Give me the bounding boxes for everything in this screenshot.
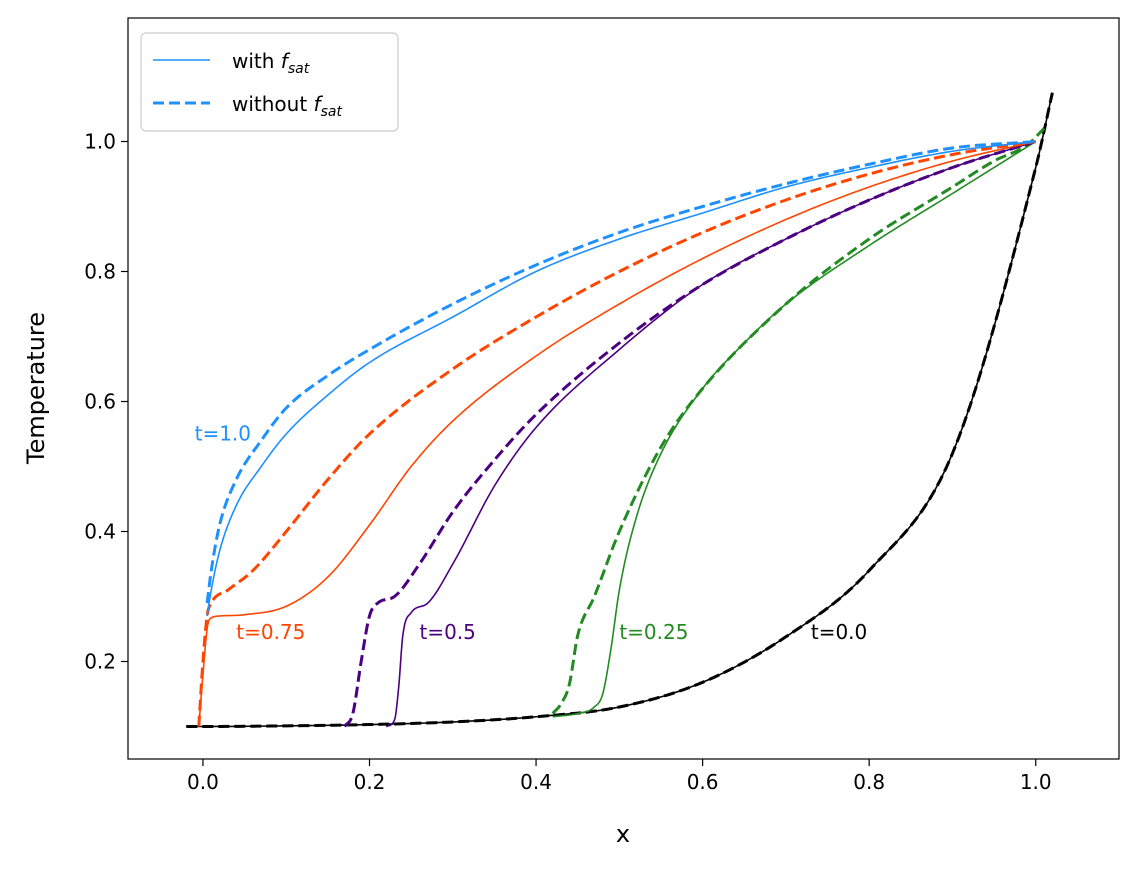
series-annotation-label: t=0.25 [619, 620, 688, 644]
y-tick-label: 0.8 [84, 260, 116, 284]
series-t-0-75-dashed-line [197, 140, 1036, 727]
legend-box [140, 32, 399, 132]
series-t-1-0-dashed-line [205, 140, 1036, 604]
plot-frame [127, 17, 1120, 760]
y-axis-label: Temperature [22, 312, 50, 465]
series-layer [185, 92, 1054, 728]
legend-entry-with: with fsat [232, 49, 310, 77]
series-annotation-label: t=1.0 [195, 422, 251, 446]
x-tick-label: 0.2 [354, 770, 386, 794]
series-t-0-25-solid-line [552, 140, 1037, 718]
series-annotation-label: t=0.75 [236, 620, 305, 644]
x-tick-label: 0.8 [853, 770, 885, 794]
y-tick-label: 0.4 [84, 520, 116, 544]
series-t-0-5-solid-line [385, 140, 1036, 728]
series-t-0-75-solid-line [197, 140, 1036, 727]
x-axis-label: x [616, 820, 630, 848]
x-tick-label: 0.6 [687, 770, 719, 794]
legend-entry-without: without fsat [232, 92, 342, 120]
series-annotation-label: t=0.0 [811, 620, 867, 644]
series-t-0-25-dashed-line [551, 127, 1046, 715]
x-axis-ticks: 0.0 0.2 0.4 0.6 0.8 1.0 [187, 759, 1052, 794]
y-axis-ticks: 0.2 0.4 0.6 0.8 1.0 [84, 130, 128, 674]
x-tick-label: 0.0 [187, 770, 219, 794]
series-t-0-0-dashed-line [185, 92, 1054, 728]
x-tick-label: 0.4 [520, 770, 552, 794]
series-annotations: t=1.0 t=0.75 t=0.5 t=0.25 t=0.0 [195, 422, 868, 644]
x-tick-label: 1.0 [1020, 770, 1052, 794]
legend: with fsat without fsat [140, 32, 399, 132]
y-tick-label: 0.2 [84, 650, 116, 674]
y-tick-label: 0.6 [84, 390, 116, 414]
series-annotation-label: t=0.5 [419, 620, 475, 644]
series-t-1-0-solid-line [206, 140, 1036, 617]
y-tick-label: 1.0 [84, 130, 116, 154]
